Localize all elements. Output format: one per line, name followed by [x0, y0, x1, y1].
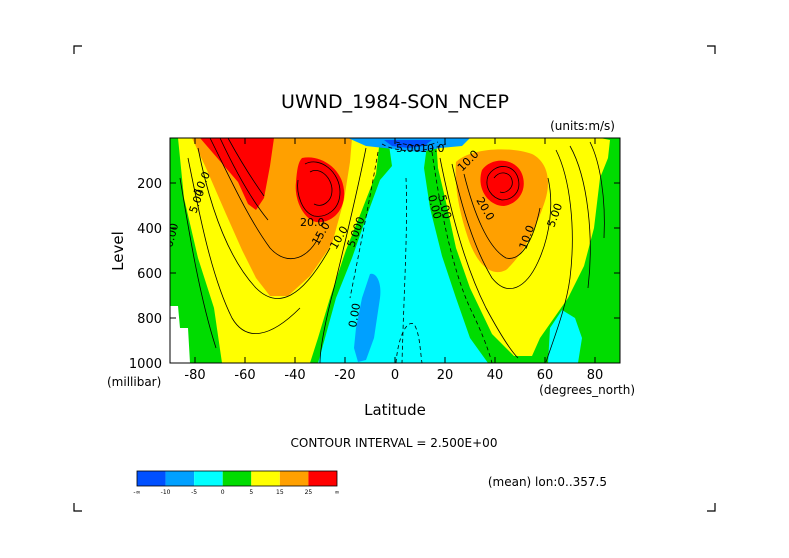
- units-label: (units:m/s): [550, 119, 615, 133]
- colorbar-swatch: [194, 471, 223, 486]
- x-tick-label: -60: [234, 368, 255, 383]
- sh-jet-bands: [170, 138, 392, 363]
- chart-title: UWND_1984-SON_NCEP: [281, 91, 509, 113]
- x-tick-label: 0: [391, 368, 399, 383]
- y-tick-label: 800: [137, 312, 162, 327]
- colorbar-label: 0: [221, 489, 225, 496]
- colorbar-label: ∞: [335, 489, 340, 496]
- colorbar: -∞ -10 -5 0 5 15 25 ∞: [133, 470, 340, 496]
- sh-band-red-2: [295, 157, 345, 223]
- x-tick-label: 60: [537, 368, 554, 383]
- colorbar-label: -5: [191, 489, 197, 496]
- contour-label: 5.00: [396, 142, 421, 155]
- y-tick-label: 1000: [129, 357, 162, 372]
- colorbar-label: 5: [249, 489, 253, 496]
- contour-label: 0.00: [346, 302, 363, 328]
- colorbar-swatch: [137, 471, 166, 486]
- contour-label: 10.0: [420, 142, 445, 155]
- contour-interval-text: CONTOUR INTERVAL = 2.500E+00: [291, 436, 498, 450]
- y-tick-label: 600: [137, 267, 162, 282]
- y-unit-label: (millibar): [107, 375, 161, 389]
- y-axis: 200 400 600 800 1000: [129, 177, 620, 372]
- plot-area: 10.0 5.00 0.00 20.0 15.0 10.0 5.000 0.00…: [162, 138, 620, 363]
- contour-label: 20.0: [300, 216, 325, 229]
- y-axis-title: Level: [109, 231, 127, 271]
- nh-band-orange: [455, 149, 548, 273]
- contour-label: 5.00: [435, 193, 454, 220]
- colorbar-label: 25: [305, 489, 313, 496]
- no-data-gap: [170, 306, 190, 363]
- colorbar-frame: [136, 470, 338, 487]
- y-tick-label: 200: [137, 177, 162, 192]
- x-tick-label: -20: [334, 368, 355, 383]
- colorbar-swatch: [279, 471, 309, 486]
- colorbar-label: -∞: [133, 489, 140, 496]
- corner-marks: [73, 45, 716, 512]
- y-tick-label: 400: [137, 222, 162, 237]
- contour-label: 0.00: [162, 222, 181, 249]
- colorbar-swatch: [251, 471, 280, 486]
- x-tick-label: 20: [437, 368, 454, 383]
- colorbar-swatch: [308, 471, 337, 486]
- x-unit-label: (degrees_north): [539, 383, 635, 397]
- contour-lines: [179, 138, 605, 363]
- colorbar-swatch: [222, 471, 252, 486]
- colorbar-label: 15: [276, 489, 284, 496]
- x-tick-label: 40: [487, 368, 504, 383]
- x-tick-label: -40: [284, 368, 305, 383]
- x-axis-title: Latitude: [364, 401, 426, 419]
- easterly-blue-deep: [354, 273, 381, 362]
- colorbar-label: -10: [161, 489, 171, 496]
- footnote: (mean) lon:0..357.5: [488, 475, 607, 489]
- nh-jet-bands: [424, 138, 620, 363]
- x-tick-label: -80: [184, 368, 205, 383]
- colorbar-swatch: [165, 471, 195, 486]
- x-axis: -80 -60 -40 -20 0 20 40 60 80: [184, 138, 603, 383]
- contour-label: 0.00: [425, 193, 444, 220]
- x-tick-label: 80: [587, 368, 604, 383]
